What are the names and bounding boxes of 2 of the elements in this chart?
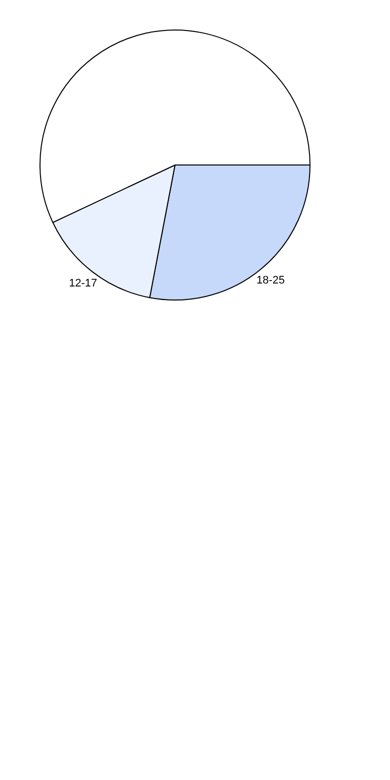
slice-label: 18-25 — [256, 274, 285, 287]
slice-label: 12-17 — [68, 278, 98, 290]
